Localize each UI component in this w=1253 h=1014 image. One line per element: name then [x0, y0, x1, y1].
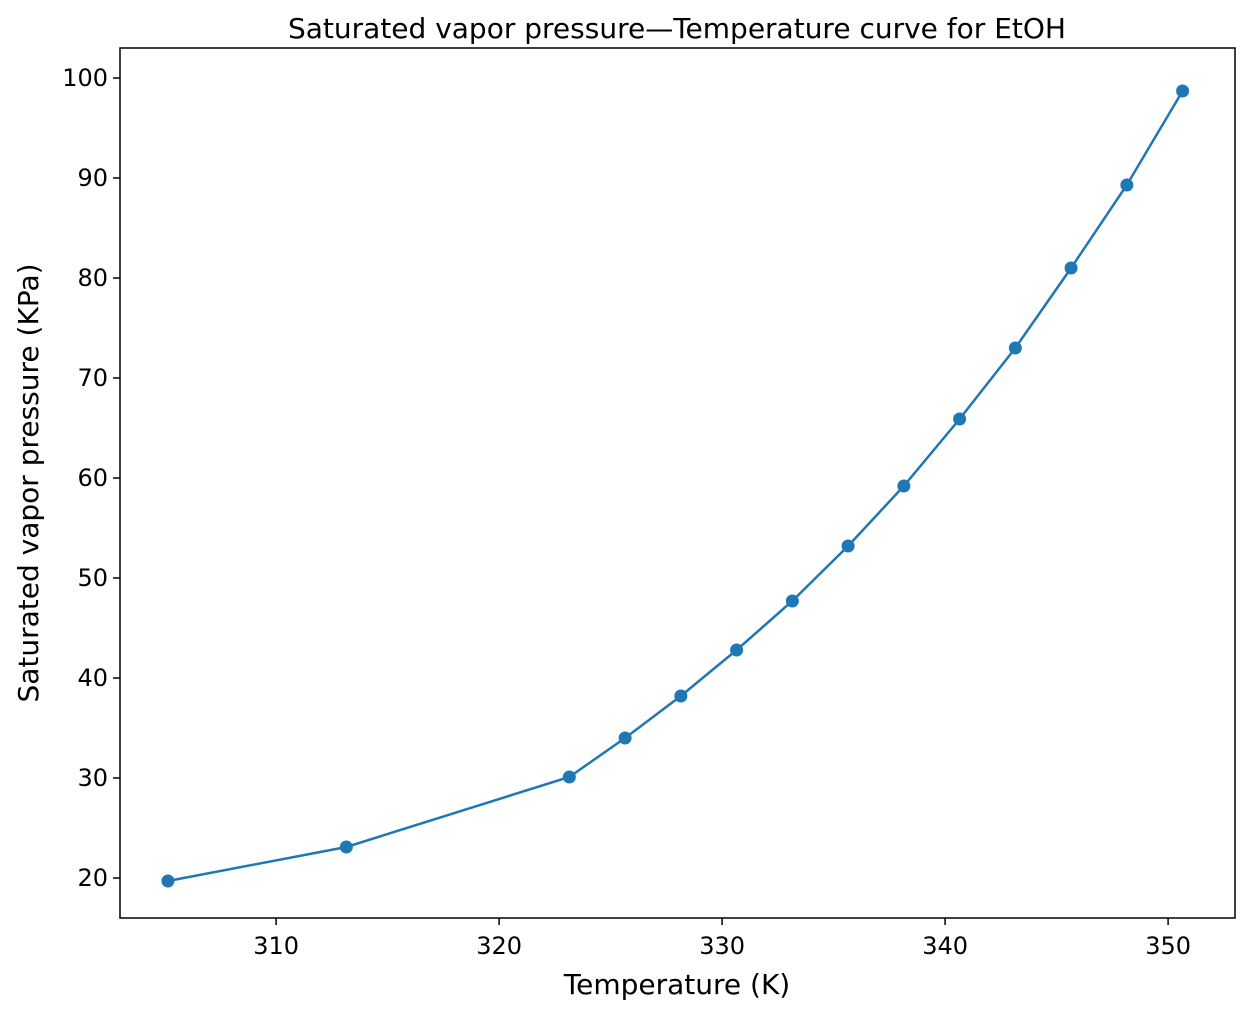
data-point [897, 479, 911, 493]
data-point [339, 840, 353, 854]
data-point [841, 539, 855, 553]
data-point [785, 594, 799, 608]
x-tick-label: 320 [476, 932, 522, 960]
data-point [1064, 261, 1078, 275]
y-tick-label: 50 [77, 564, 108, 592]
x-tick-label: 310 [253, 932, 299, 960]
data-point [618, 731, 632, 745]
y-tick-label: 40 [77, 664, 108, 692]
y-tick-label: 20 [77, 864, 108, 892]
y-axis-label: Saturated vapor pressure (KPa) [12, 263, 45, 702]
y-tick-label: 30 [77, 764, 108, 792]
data-point [161, 874, 175, 888]
y-axis: 20 30 40 50 60 70 80 90 100 [62, 64, 120, 892]
x-tick-label: 340 [922, 932, 968, 960]
data-point [562, 770, 576, 784]
data-point [730, 643, 744, 657]
x-axis: 310 320 330 340 350 [253, 918, 1191, 960]
data-point [1008, 341, 1022, 355]
y-tick-label: 90 [77, 164, 108, 192]
data-point [1120, 178, 1134, 192]
y-tick-label: 80 [77, 264, 108, 292]
data-point [1176, 84, 1190, 98]
y-tick-label: 60 [77, 464, 108, 492]
x-tick-label: 330 [699, 932, 745, 960]
plot-frame [119, 47, 1236, 919]
x-tick-label: 350 [1145, 932, 1191, 960]
data-point [674, 689, 688, 703]
x-axis-label: Temperature (K) [563, 968, 790, 1001]
series-layer [161, 84, 1190, 888]
y-tick-label: 100 [62, 64, 108, 92]
series-line [167, 90, 1184, 883]
chart-title: Saturated vapor pressure—Temperature cur… [288, 12, 1066, 45]
data-point [953, 412, 967, 426]
y-tick-label: 70 [77, 364, 108, 392]
